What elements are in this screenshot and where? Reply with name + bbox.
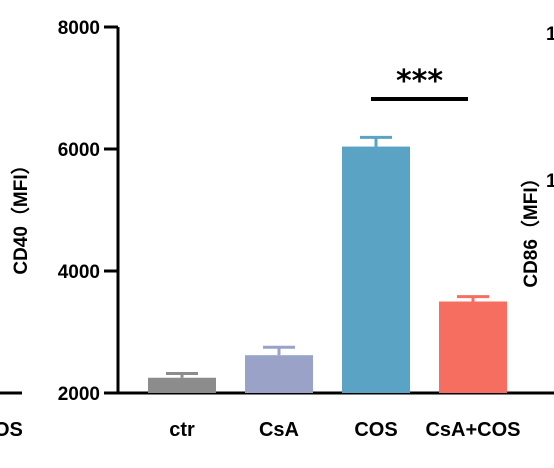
y-tick-label: 4000 <box>58 262 100 283</box>
neighbor-right-tick-fragment-2: 1 <box>546 171 554 192</box>
y-tick-label: 8000 <box>58 18 100 39</box>
x-tick-label: CsA+COS <box>425 419 520 441</box>
x-tick-labels: ctr CsA COS CsA+COS <box>169 419 520 441</box>
y-ticks: 2000 4000 6000 8000 <box>58 18 118 405</box>
y-tick-label: 6000 <box>58 140 100 161</box>
bar-ctr <box>148 377 216 393</box>
y-tick-label: 2000 <box>58 384 100 405</box>
x-tick-label: ctr <box>169 419 195 441</box>
bar-csa <box>245 355 313 393</box>
bar-cos <box>342 146 410 393</box>
y-axis-title: CD40（MFI） <box>9 155 32 274</box>
significance-label: *** <box>396 64 443 99</box>
neighbor-right-y-axis-title: CD86（MFI） <box>519 168 542 287</box>
bars <box>148 135 507 393</box>
neighbor-right-tick-fragment-1: 1 <box>546 24 554 45</box>
x-tick-label: COS <box>354 419 397 441</box>
bar-csa-cos <box>439 301 507 393</box>
x-tick-label: CsA <box>259 419 299 441</box>
neighbor-left-label-fragment: OS <box>0 419 23 441</box>
